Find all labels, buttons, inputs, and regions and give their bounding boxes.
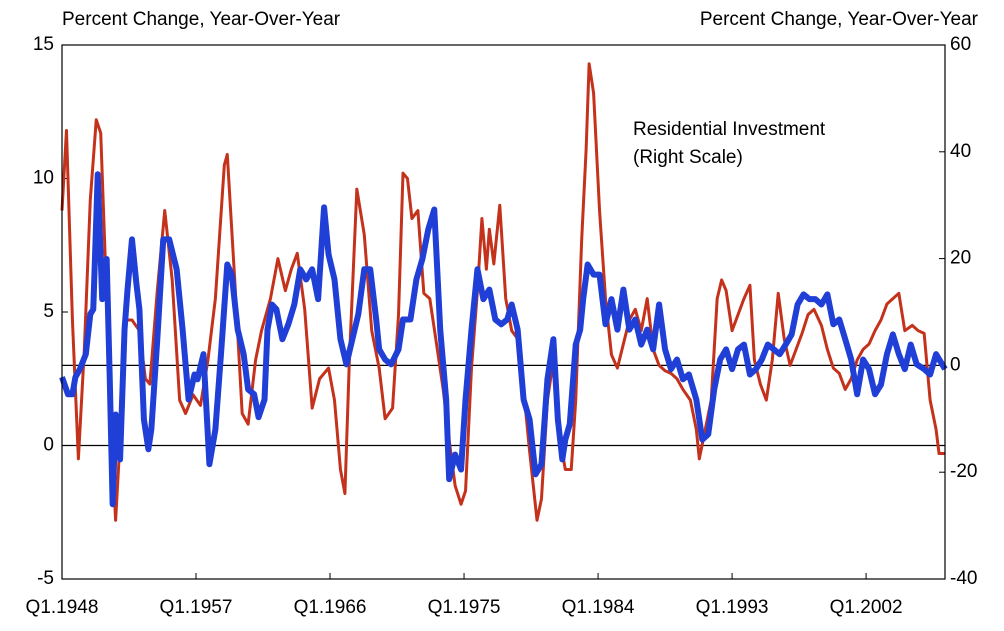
data-line <box>59 171 948 508</box>
x-tick-label: Q1.1957 <box>160 597 233 618</box>
annotation: Residential Investment <box>633 119 826 140</box>
y-tick-label: -5 <box>37 568 54 589</box>
y-axis-title: Percent Change, Year-Over-Year <box>62 9 341 30</box>
x-tick-label: Q1.1948 <box>26 597 99 618</box>
y-tick-label: 5 <box>43 301 54 322</box>
x-tick-label: Q1.1975 <box>428 597 501 618</box>
y2-tick-label: 40 <box>950 141 971 162</box>
y-tick-label: 0 <box>43 435 54 456</box>
y2-tick-label: 20 <box>950 248 971 269</box>
x-tick-label: Q1.1984 <box>562 597 635 618</box>
y2-tick-label: 60 <box>950 34 971 55</box>
y-tick-label: 10 <box>33 168 54 189</box>
x-tick-label: Q1.1993 <box>696 597 769 618</box>
x-tick-label: Q1.1966 <box>294 597 367 618</box>
y-tick-label: 15 <box>33 34 54 55</box>
plot-frame <box>61 44 946 580</box>
annotation: (Right Scale) <box>633 147 743 168</box>
y2-tick-label: -20 <box>950 461 977 482</box>
y2-tick-label: 0 <box>950 354 961 375</box>
y2-tick-label: -40 <box>950 568 977 589</box>
x-tick-label: Q1.2002 <box>830 597 903 618</box>
y2-axis-title: Percent Change, Year-Over-Year <box>700 9 979 30</box>
